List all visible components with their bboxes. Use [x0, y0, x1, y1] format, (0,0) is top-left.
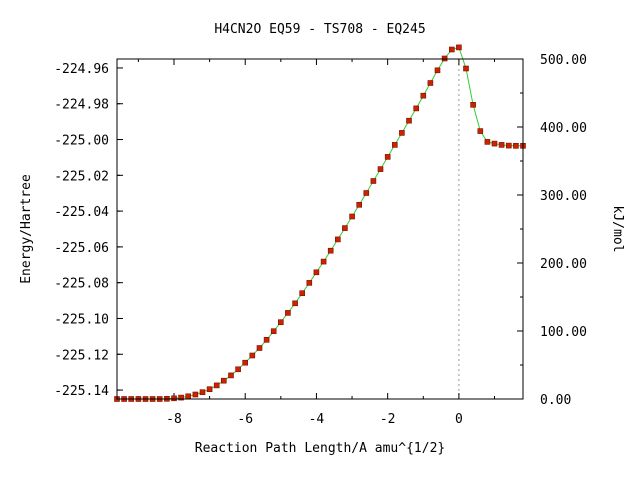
y-tick-label: -224.96 [54, 62, 109, 77]
data-point [413, 105, 420, 112]
data-point [384, 154, 391, 160]
data-point [171, 395, 177, 402]
plot-frame [116, 58, 524, 400]
data-point [213, 382, 220, 389]
data-points [114, 44, 526, 402]
data-point [263, 336, 270, 343]
data-point [228, 372, 234, 379]
x-tick-label: -8 [166, 412, 182, 427]
y-tick-label: -225.10 [54, 312, 109, 327]
data-point [406, 117, 412, 124]
y-tick-label: -225.14 [54, 384, 109, 399]
data-point [221, 377, 227, 384]
data-point [242, 359, 248, 366]
data-point [363, 190, 370, 196]
y2-tick-label: 500.00 [540, 53, 587, 68]
x-tick-label: -4 [309, 412, 325, 427]
data-point [192, 391, 199, 398]
y2-axis-label: kJ/mol [610, 206, 625, 253]
data-point [477, 128, 484, 134]
y-tick-label: -224.98 [54, 98, 109, 113]
y2-tick-label: 300.00 [540, 189, 587, 204]
x-axis-label: Reaction Path Length/A amu^{1/2} [195, 441, 445, 456]
y-tick-label: -225.08 [54, 277, 109, 292]
data-point [256, 345, 263, 351]
data-point [320, 258, 327, 265]
data-point [356, 202, 363, 208]
data-point [249, 352, 256, 359]
y-tick-label: -225.06 [54, 241, 109, 256]
series-line [117, 46, 523, 400]
y2-tick-label: 0.00 [540, 393, 571, 408]
data-point [199, 389, 206, 396]
y2-tick-label: 100.00 [540, 325, 587, 340]
data-point [327, 247, 334, 254]
data-point [420, 92, 427, 99]
data-point [206, 386, 213, 393]
x-tick-label: -6 [237, 412, 253, 427]
data-point [285, 310, 291, 316]
data-point [463, 65, 469, 72]
data-point [448, 46, 455, 53]
data-point [427, 80, 434, 86]
data-point [491, 140, 498, 147]
y2-tick-label: 200.00 [540, 257, 587, 272]
y-tick-label: -225.00 [54, 134, 109, 149]
x-tick-label: -2 [380, 412, 396, 427]
data-point [178, 394, 184, 401]
y-axis-label: Energy/Hartree [19, 174, 34, 284]
chart-title: H4CN2O EQ59 - TS708 - EQ245 [214, 22, 425, 37]
axis-ticks: -8 -6 -4 -2 0 -224.96 -224.98 -225.00 -225.02 -22… [54, 53, 587, 427]
data-point [349, 213, 355, 220]
data-point [377, 166, 384, 172]
data-point [399, 130, 405, 136]
y-tick-label: -225.04 [54, 205, 109, 220]
data-point [306, 280, 313, 286]
data-point [391, 142, 398, 148]
data-point [334, 236, 341, 243]
y-tick-label: -225.02 [54, 169, 109, 184]
data-point [484, 139, 491, 145]
data-point [513, 143, 519, 149]
data-point [277, 319, 284, 326]
data-point [270, 328, 277, 335]
data-point [470, 102, 476, 108]
data-point [434, 67, 441, 74]
data-point [456, 44, 462, 51]
data-point [505, 142, 512, 149]
x-tick-label: 0 [455, 412, 463, 427]
data-point [342, 225, 348, 231]
data-point [299, 290, 306, 297]
data-point [370, 178, 377, 184]
y-tick-label: -225.12 [54, 348, 109, 363]
data-point [185, 393, 191, 400]
data-point [235, 366, 241, 373]
data-point [313, 269, 320, 276]
y2-tick-label: 400.00 [540, 121, 587, 136]
data-point [498, 142, 505, 148]
data-point [292, 300, 298, 307]
